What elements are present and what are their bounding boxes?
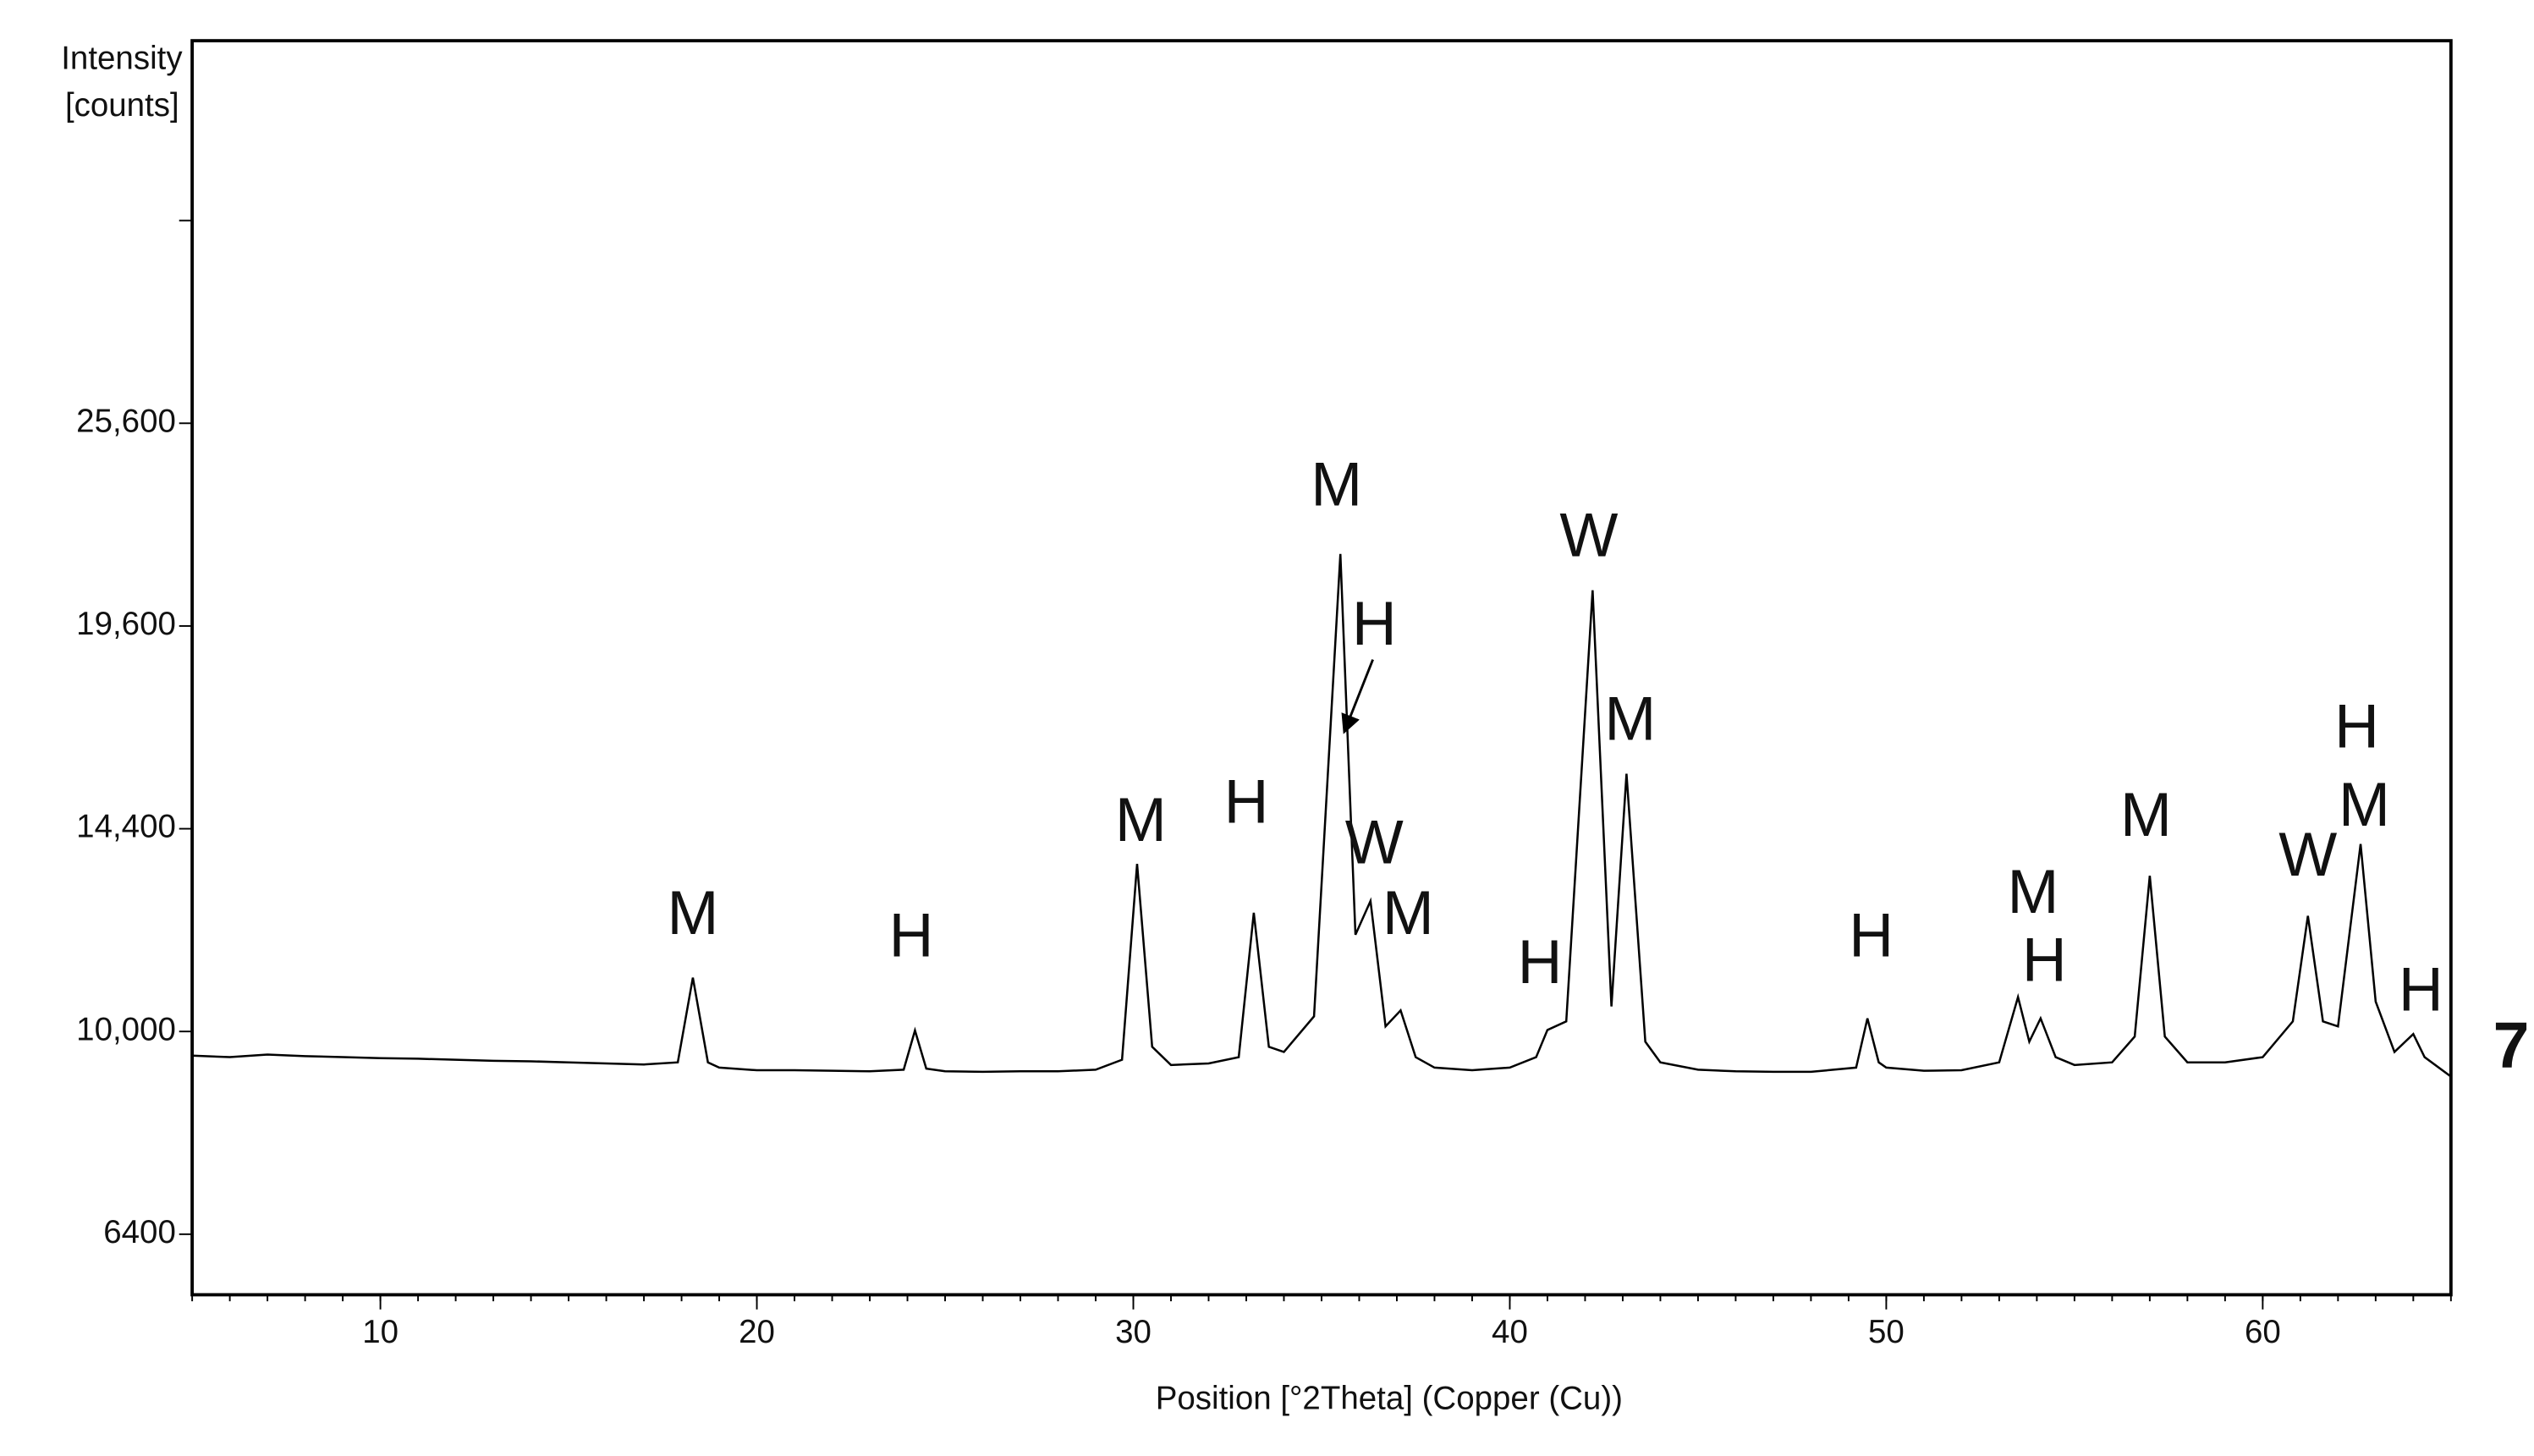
- x-axis-label: Position [°2Theta] (Copper (Cu)): [1156, 1381, 1623, 1417]
- peak-label: M: [2339, 771, 2390, 839]
- panel-label: 7: [2493, 1009, 2530, 1082]
- peak-label: M: [1604, 684, 1656, 753]
- y-tick-label: 6400: [103, 1214, 176, 1250]
- peak-label: H: [1352, 590, 1397, 658]
- plot-frame: [190, 39, 2453, 1297]
- x-tick-label: 60: [2245, 1314, 2281, 1350]
- x-tick-label: 20: [739, 1314, 775, 1350]
- x-tick-label: 50: [1868, 1314, 1905, 1350]
- y-tick-label: 25,600: [76, 403, 176, 439]
- y-tick-label: 10,000: [76, 1011, 176, 1047]
- peak-label: H: [1518, 928, 1563, 997]
- peak-label: W: [1559, 502, 1618, 570]
- peak-label: M: [1115, 786, 1167, 854]
- y-axis-label: [counts]: [65, 87, 179, 124]
- peak-label: M: [2120, 781, 2172, 849]
- y-tick-label: 19,600: [76, 606, 176, 642]
- peak-label: H: [1849, 902, 1894, 970]
- x-tick-label: 10: [362, 1314, 399, 1350]
- x-tick-label: 40: [1492, 1314, 1528, 1350]
- peak-label: M: [1311, 451, 1362, 519]
- data-line: [192, 553, 2452, 1078]
- peak-label: M: [667, 879, 718, 948]
- peak-label: M: [2007, 858, 2059, 926]
- peak-label: H: [889, 902, 934, 970]
- peak-label: H: [1224, 768, 1269, 837]
- x-tick-label: 30: [1115, 1314, 1152, 1350]
- peak-label: H: [2022, 926, 2067, 995]
- y-tick-label: 14,400: [76, 809, 176, 845]
- peak-label: W: [1345, 809, 1404, 877]
- peak-label: W: [2278, 821, 2337, 889]
- peak-label: H: [2334, 693, 2379, 761]
- peak-label: H: [2399, 955, 2443, 1024]
- peak-label: M: [1382, 879, 1434, 948]
- arrow: [1341, 659, 1374, 734]
- y-axis-label: Intensity: [61, 40, 183, 76]
